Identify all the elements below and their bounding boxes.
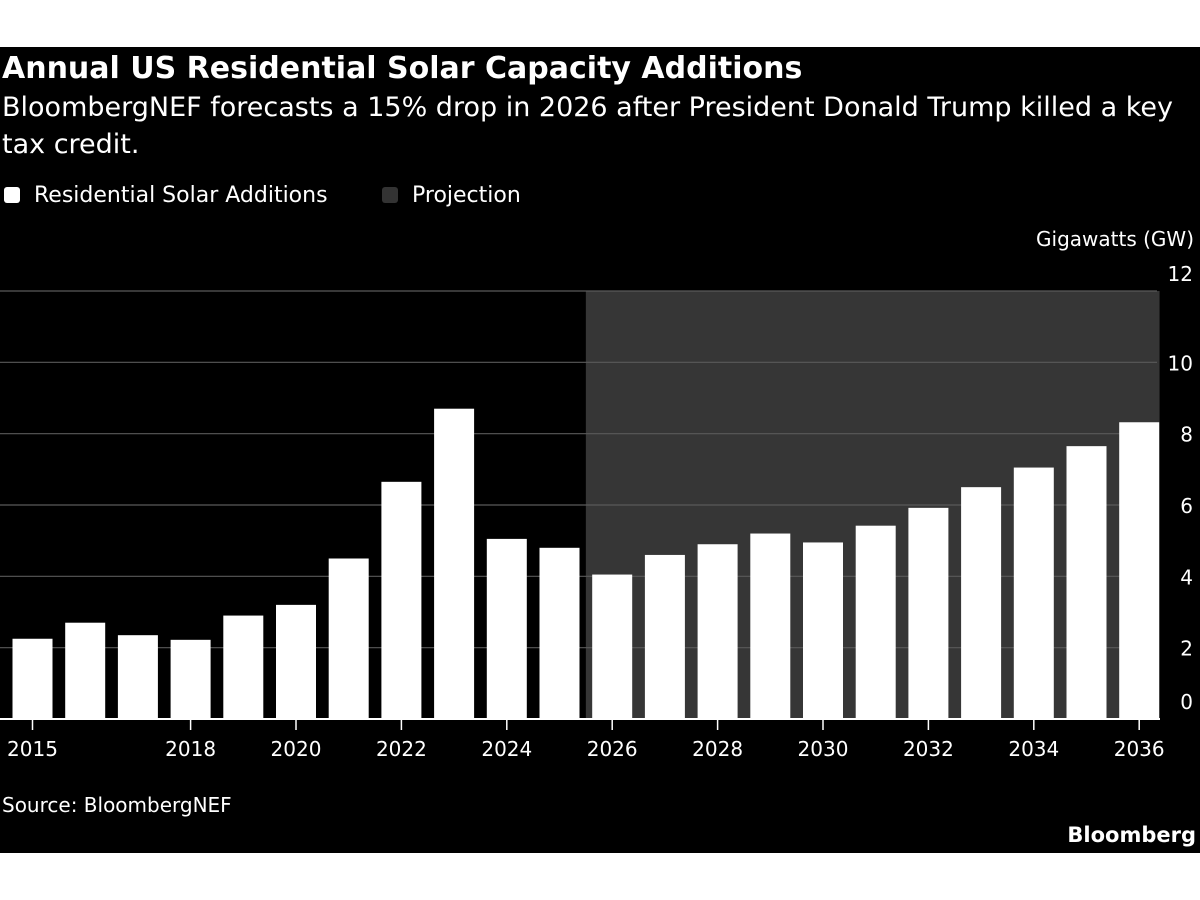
legend-label-projection: Projection: [412, 183, 521, 208]
bar-2025: [539, 547, 580, 719]
legend-item-additions: Residential Solar Additions: [4, 183, 328, 208]
x-tick-label-2030: 2030: [798, 737, 849, 761]
bar-2035: [1066, 446, 1107, 719]
x-tick-label-2015: 2015: [7, 737, 58, 761]
y-tick-label-2: 2: [1180, 637, 1193, 661]
chart-card: Annual US Residential Solar Capacity Add…: [0, 47, 1200, 853]
y-tick-label-10: 10: [1168, 351, 1193, 375]
bar-2027: [644, 554, 685, 719]
y-tick-label-12: 12: [1168, 262, 1193, 286]
legend-label-additions: Residential Solar Additions: [34, 183, 328, 208]
bar-2023: [434, 408, 475, 719]
x-tick-label-2026: 2026: [587, 737, 638, 761]
x-tick-label-2024: 2024: [481, 737, 532, 761]
x-tick-label-2032: 2032: [903, 737, 954, 761]
bar-chart: 0 2 4 6 8 10 12 2015 2018 2020 2022 2024 2026 2028 203…: [0, 262, 1193, 761]
x-tick-label-2018: 2018: [165, 737, 216, 761]
y-tick-label-6: 6: [1180, 494, 1193, 518]
bar-2029: [750, 533, 791, 719]
x-tick-label-2020: 2020: [271, 737, 322, 761]
bar-2031: [855, 525, 896, 719]
x-tick-label-2036: 2036: [1114, 737, 1165, 761]
y-tick-label-4: 4: [1180, 565, 1193, 589]
x-tick-label-2034: 2034: [1008, 737, 1059, 761]
source-note: Source: BloombergNEF: [2, 793, 232, 817]
y-tick-label-8: 8: [1180, 423, 1193, 447]
chart-title: Annual US Residential Solar Capacity Add…: [2, 51, 803, 86]
legend-swatch-projection: [382, 187, 398, 203]
bar-2022: [381, 481, 422, 719]
x-tick-label-2022: 2022: [376, 737, 427, 761]
bar-2018: [170, 639, 211, 719]
legend-swatch-additions: [4, 187, 20, 203]
bar-2034: [1013, 467, 1054, 719]
x-tick-label-2028: 2028: [692, 737, 743, 761]
bar-2026: [592, 574, 633, 719]
bar-2021: [328, 558, 369, 719]
bar-2024: [486, 538, 527, 719]
bar-2030: [803, 542, 843, 719]
bar-2017: [117, 635, 158, 719]
y-tick-label-0: 0: [1180, 690, 1193, 714]
chart-subtitle: BloombergNEF forecasts a 15% drop in 202…: [2, 92, 1173, 160]
bar-2032: [908, 507, 949, 719]
bar-2019: [223, 615, 264, 719]
bar-2020: [276, 604, 316, 719]
bar-2015: [12, 638, 53, 719]
bloomberg-logo: Bloomberg: [1067, 823, 1196, 847]
y-axis-unit-label: Gigawatts (GW): [1036, 227, 1194, 251]
bar-2016: [65, 622, 106, 719]
bar-2036: [1119, 422, 1160, 719]
bar-2028: [697, 544, 738, 719]
legend-item-projection: Projection: [382, 183, 521, 208]
bar-2033: [961, 487, 1002, 719]
